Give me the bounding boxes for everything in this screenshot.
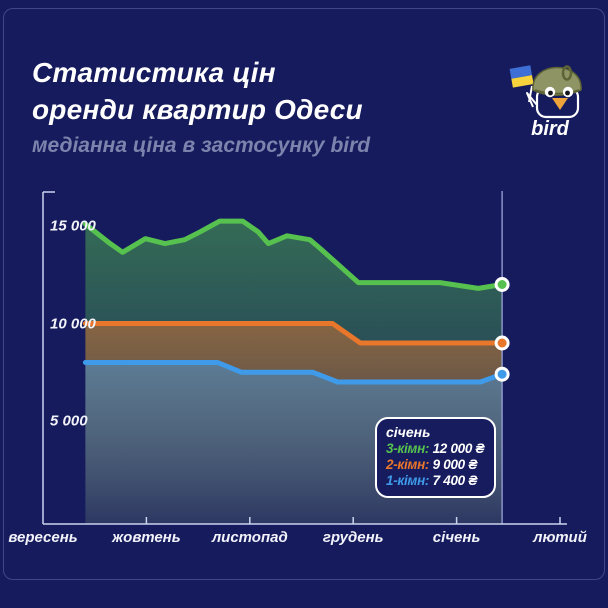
helmet-buckle xyxy=(561,65,573,81)
line-2-кімн xyxy=(82,321,505,346)
tooltip-series-label: 1-кімн: xyxy=(386,473,433,488)
title-line-1: Статистика цін xyxy=(32,57,276,88)
chart-lines xyxy=(82,218,505,385)
line-1-кімн xyxy=(82,360,505,385)
y-axis-label: 15 000 xyxy=(50,217,96,235)
endpoint-dot-2-кімн xyxy=(494,335,510,351)
title-line-2: оренди квартир Одеси xyxy=(32,94,363,125)
beak xyxy=(552,98,568,110)
bird-logo: bird xyxy=(498,48,602,143)
tooltip-series-value: 12 000 ₴ xyxy=(432,441,485,456)
x-axis-label: лютий xyxy=(533,529,587,546)
tooltip-month: січень xyxy=(386,424,431,440)
chart-axes xyxy=(42,191,567,525)
chart-endpoint-dots xyxy=(494,277,510,382)
tooltip-series-label: 3-кімн: xyxy=(386,441,433,456)
helmet-brim xyxy=(534,89,580,95)
left-pupil xyxy=(548,90,553,96)
endpoint-dot-1-кімн xyxy=(494,366,510,382)
line-3-кімн xyxy=(82,218,505,291)
y-axis-label: 10 000 xyxy=(50,315,96,332)
right-pupil xyxy=(565,90,570,96)
chart-tooltip: січень 3-кімн: 12 000 ₴ 2-кімн: 9 000 ₴ 1-… xyxy=(375,417,496,498)
logo-wordmark: bird xyxy=(531,118,569,140)
x-axis-label: жовтень xyxy=(112,529,181,546)
tooltip-row: 1-кімн: 7 400 ₴ xyxy=(386,473,486,489)
tooltip-series-value: 9 000 ₴ xyxy=(432,457,478,472)
x-axis-label: листопад xyxy=(211,529,288,546)
x-axis-label: січень xyxy=(432,529,481,546)
tooltip-row: 2-кімн: 9 000 ₴ xyxy=(386,457,486,473)
ukraine-flag-icon xyxy=(509,65,534,88)
page-title: Статистика цін оренди квартир Одеси xyxy=(32,54,363,128)
tooltip-rows: 3-кімн: 12 000 ₴ 2-кімн: 9 000 ₴ 1-кімн: 7… xyxy=(386,441,486,489)
bird-mascot-icon xyxy=(509,65,582,119)
x-axis-label: грудень xyxy=(322,529,384,546)
endpoint-dot-3-кімн xyxy=(494,277,510,292)
chart-subtitle: медіанна ціна в застосунку bird xyxy=(32,134,371,157)
tooltip-series-label: 2-кімн: xyxy=(386,457,433,472)
tooltip-row: 3-кімн: 12 000 ₴ xyxy=(386,441,486,457)
bird-wing xyxy=(526,92,538,108)
y-axis-label: 5 000 xyxy=(50,412,88,430)
x-axis-label: вересень xyxy=(8,529,78,546)
tooltip-series-value: 7 400 ₴ xyxy=(432,473,478,488)
